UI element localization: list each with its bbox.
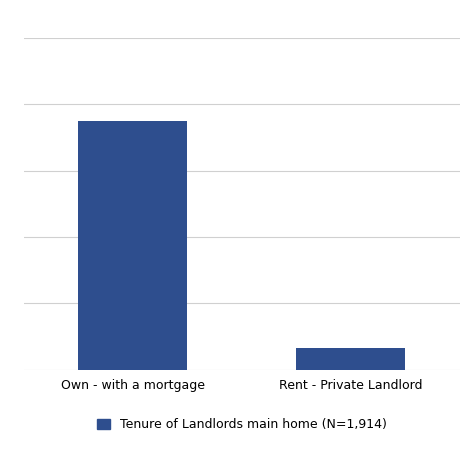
Bar [296, 348, 405, 370]
Bar [78, 121, 187, 370]
Legend: Tenure of Landlords main home (N=1,914): Tenure of Landlords main home (N=1,914) [92, 413, 392, 437]
